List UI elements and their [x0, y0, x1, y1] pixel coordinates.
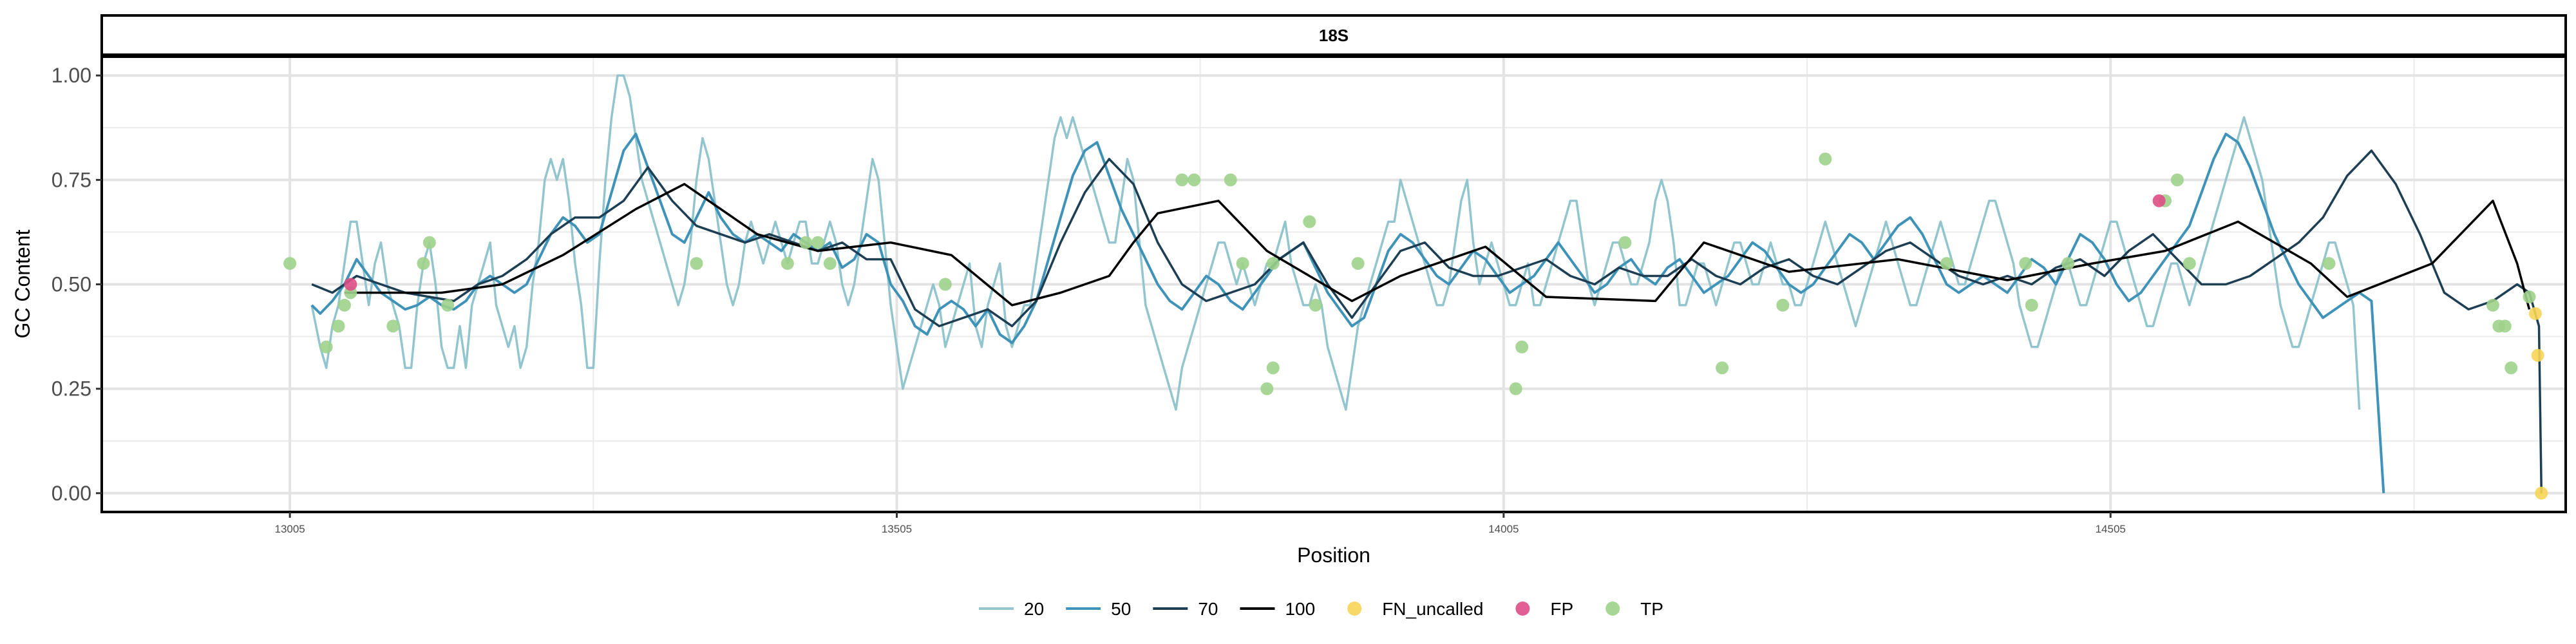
- point-tp: [1716, 361, 1729, 375]
- y-axis-title: GC Content: [11, 229, 34, 338]
- series-line-50: [310, 133, 2385, 493]
- point-fn-uncalled: [2528, 307, 2542, 320]
- point-tp: [386, 319, 400, 333]
- series-line-70: [311, 149, 2543, 493]
- point-tp: [2486, 298, 2499, 312]
- legend-label: FP: [1550, 599, 1573, 619]
- series-line-20: [310, 74, 2361, 411]
- point-tp: [441, 298, 455, 312]
- point-tp: [1303, 215, 1316, 229]
- point-tp: [332, 319, 345, 333]
- point-tp: [1509, 382, 1522, 395]
- legend-item: 50: [1066, 599, 1131, 619]
- point-tp: [1175, 173, 1189, 187]
- point-tp: [283, 257, 297, 270]
- point-tp: [1351, 257, 1365, 270]
- point-tp: [2322, 257, 2336, 270]
- facet-strip: [100, 14, 2567, 56]
- point-tp: [1188, 173, 1201, 187]
- legend-label: 70: [1198, 599, 1218, 619]
- legend-key-point: [1515, 601, 1530, 616]
- x-tick-label: 14505: [2096, 523, 2126, 535]
- point-tp: [2019, 257, 2032, 270]
- point-tp: [2183, 257, 2196, 270]
- x-axis-title: Position: [1297, 544, 1370, 567]
- y-axis: 0.00 0.25 0.50 0.75 1.00: [52, 64, 102, 505]
- point-tp: [1266, 257, 1280, 270]
- point-tp: [2170, 173, 2184, 187]
- series-lines: [310, 74, 2543, 493]
- point-fn-uncalled: [2531, 348, 2544, 362]
- series-line-100: [344, 183, 2531, 310]
- x-axis: 13005 13505 14005 14505: [274, 512, 2126, 535]
- point-tp: [2523, 290, 2536, 303]
- point-tp: [1260, 382, 1274, 395]
- x-tick-label: 13005: [274, 523, 305, 535]
- point-tp: [1266, 361, 1280, 375]
- y-tick-label: 1.00: [52, 64, 91, 87]
- point-tp: [1224, 173, 1237, 187]
- point-tp: [1819, 152, 1832, 166]
- x-tick-label: 14005: [1488, 523, 1519, 535]
- point-fp: [2152, 194, 2166, 207]
- point-tp: [1940, 257, 1953, 270]
- point-tp: [337, 298, 351, 312]
- point-tp: [1618, 236, 1632, 249]
- legend: 20 50 70 100 FN_uncalled FP TP: [979, 599, 1663, 619]
- legend-key-point: [1347, 601, 1362, 616]
- facet-label: 18S: [1319, 26, 1349, 45]
- point-tp: [2505, 361, 2518, 375]
- point-tp: [2025, 298, 2038, 312]
- point-fp: [344, 278, 357, 291]
- legend-label: 50: [1111, 599, 1131, 619]
- legend-item: 70: [1153, 599, 1218, 619]
- y-tick-label: 0.25: [52, 377, 91, 401]
- legend-item: FP: [1515, 599, 1573, 619]
- legend-item: 20: [979, 599, 1044, 619]
- point-tp: [1309, 298, 1322, 312]
- legend-label: 20: [1024, 599, 1044, 619]
- point-tp: [2498, 319, 2512, 333]
- point-tp: [781, 257, 794, 270]
- legend-label: TP: [1640, 599, 1663, 619]
- point-fn-uncalled: [2535, 486, 2548, 500]
- y-tick-label: 0.00: [52, 482, 91, 505]
- point-tp: [422, 236, 436, 249]
- y-tick-label: 0.50: [52, 273, 91, 296]
- x-tick-label: 13505: [882, 523, 912, 535]
- legend-label: FN_uncalled: [1382, 599, 1483, 619]
- point-tp: [1776, 298, 1790, 312]
- point-tp: [1515, 340, 1529, 354]
- y-tick-label: 0.75: [52, 168, 91, 191]
- point-tp: [799, 236, 813, 249]
- legend-item: TP: [1605, 599, 1663, 619]
- point-tp: [417, 257, 430, 270]
- point-tp: [319, 340, 333, 354]
- legend-label: 100: [1285, 599, 1315, 619]
- point-tp: [690, 257, 703, 270]
- point-tp: [1236, 257, 1249, 270]
- legend-item: 100: [1240, 599, 1315, 619]
- plot-panel: [100, 55, 2567, 513]
- legend-item: FN_uncalled: [1347, 599, 1483, 619]
- point-tp: [938, 278, 952, 291]
- point-tp: [811, 236, 824, 249]
- point-tp: [823, 257, 837, 270]
- grid-lines: [102, 57, 2566, 512]
- point-markers: [283, 152, 2548, 500]
- point-tp: [2061, 257, 2075, 270]
- legend-key-point: [1605, 601, 1620, 616]
